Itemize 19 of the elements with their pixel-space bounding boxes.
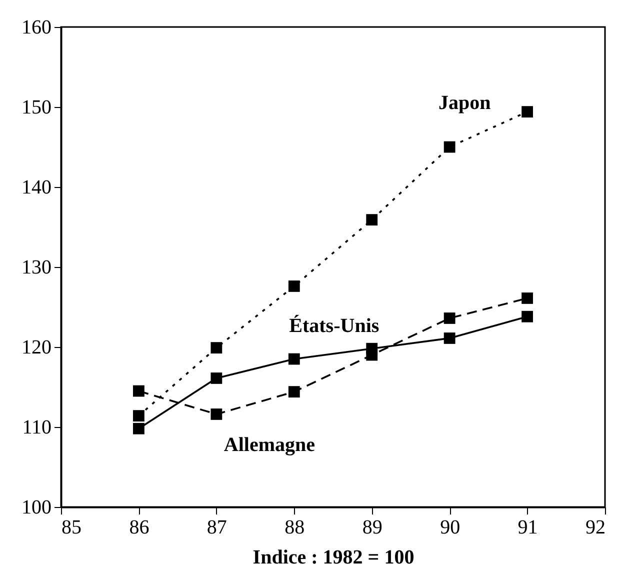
y-tick-label: 120 (22, 336, 52, 358)
y-tick-label: 140 (22, 176, 52, 198)
series-label: Japon (438, 92, 491, 114)
x-tick-label: 86 (129, 516, 150, 538)
series-label: Allemagne (224, 434, 316, 456)
x-tick-label: 92 (586, 516, 606, 538)
x-axis-title: Indice : 1982 = 100 (252, 546, 414, 568)
x-tick-label: 88 (284, 516, 305, 538)
y-tick-label: 160 (22, 16, 52, 38)
series-label: États-Unis (289, 314, 380, 337)
x-tick-label: 91 (518, 516, 538, 538)
y-tick-label: 110 (22, 416, 52, 438)
y-tick-label: 100 (22, 496, 52, 518)
x-tick-label: 90 (440, 516, 460, 538)
x-tick-label: 89 (362, 516, 382, 538)
y-tick-label: 150 (22, 96, 52, 118)
y-tick-label: 130 (22, 256, 52, 278)
x-tick-label: 87 (206, 516, 227, 538)
x-tick-label: 85 (62, 516, 82, 538)
